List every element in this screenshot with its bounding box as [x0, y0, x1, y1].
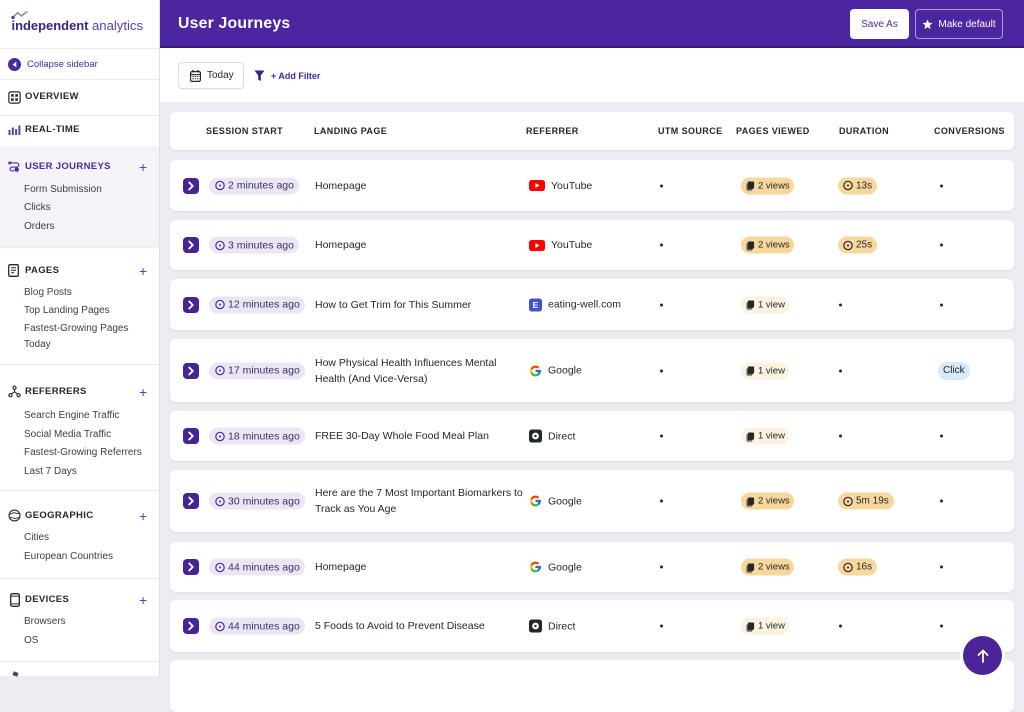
svg-text:analytics: analytics [92, 18, 144, 33]
svg-text:E: E [533, 300, 539, 310]
svg-text:independent: independent [12, 18, 90, 33]
